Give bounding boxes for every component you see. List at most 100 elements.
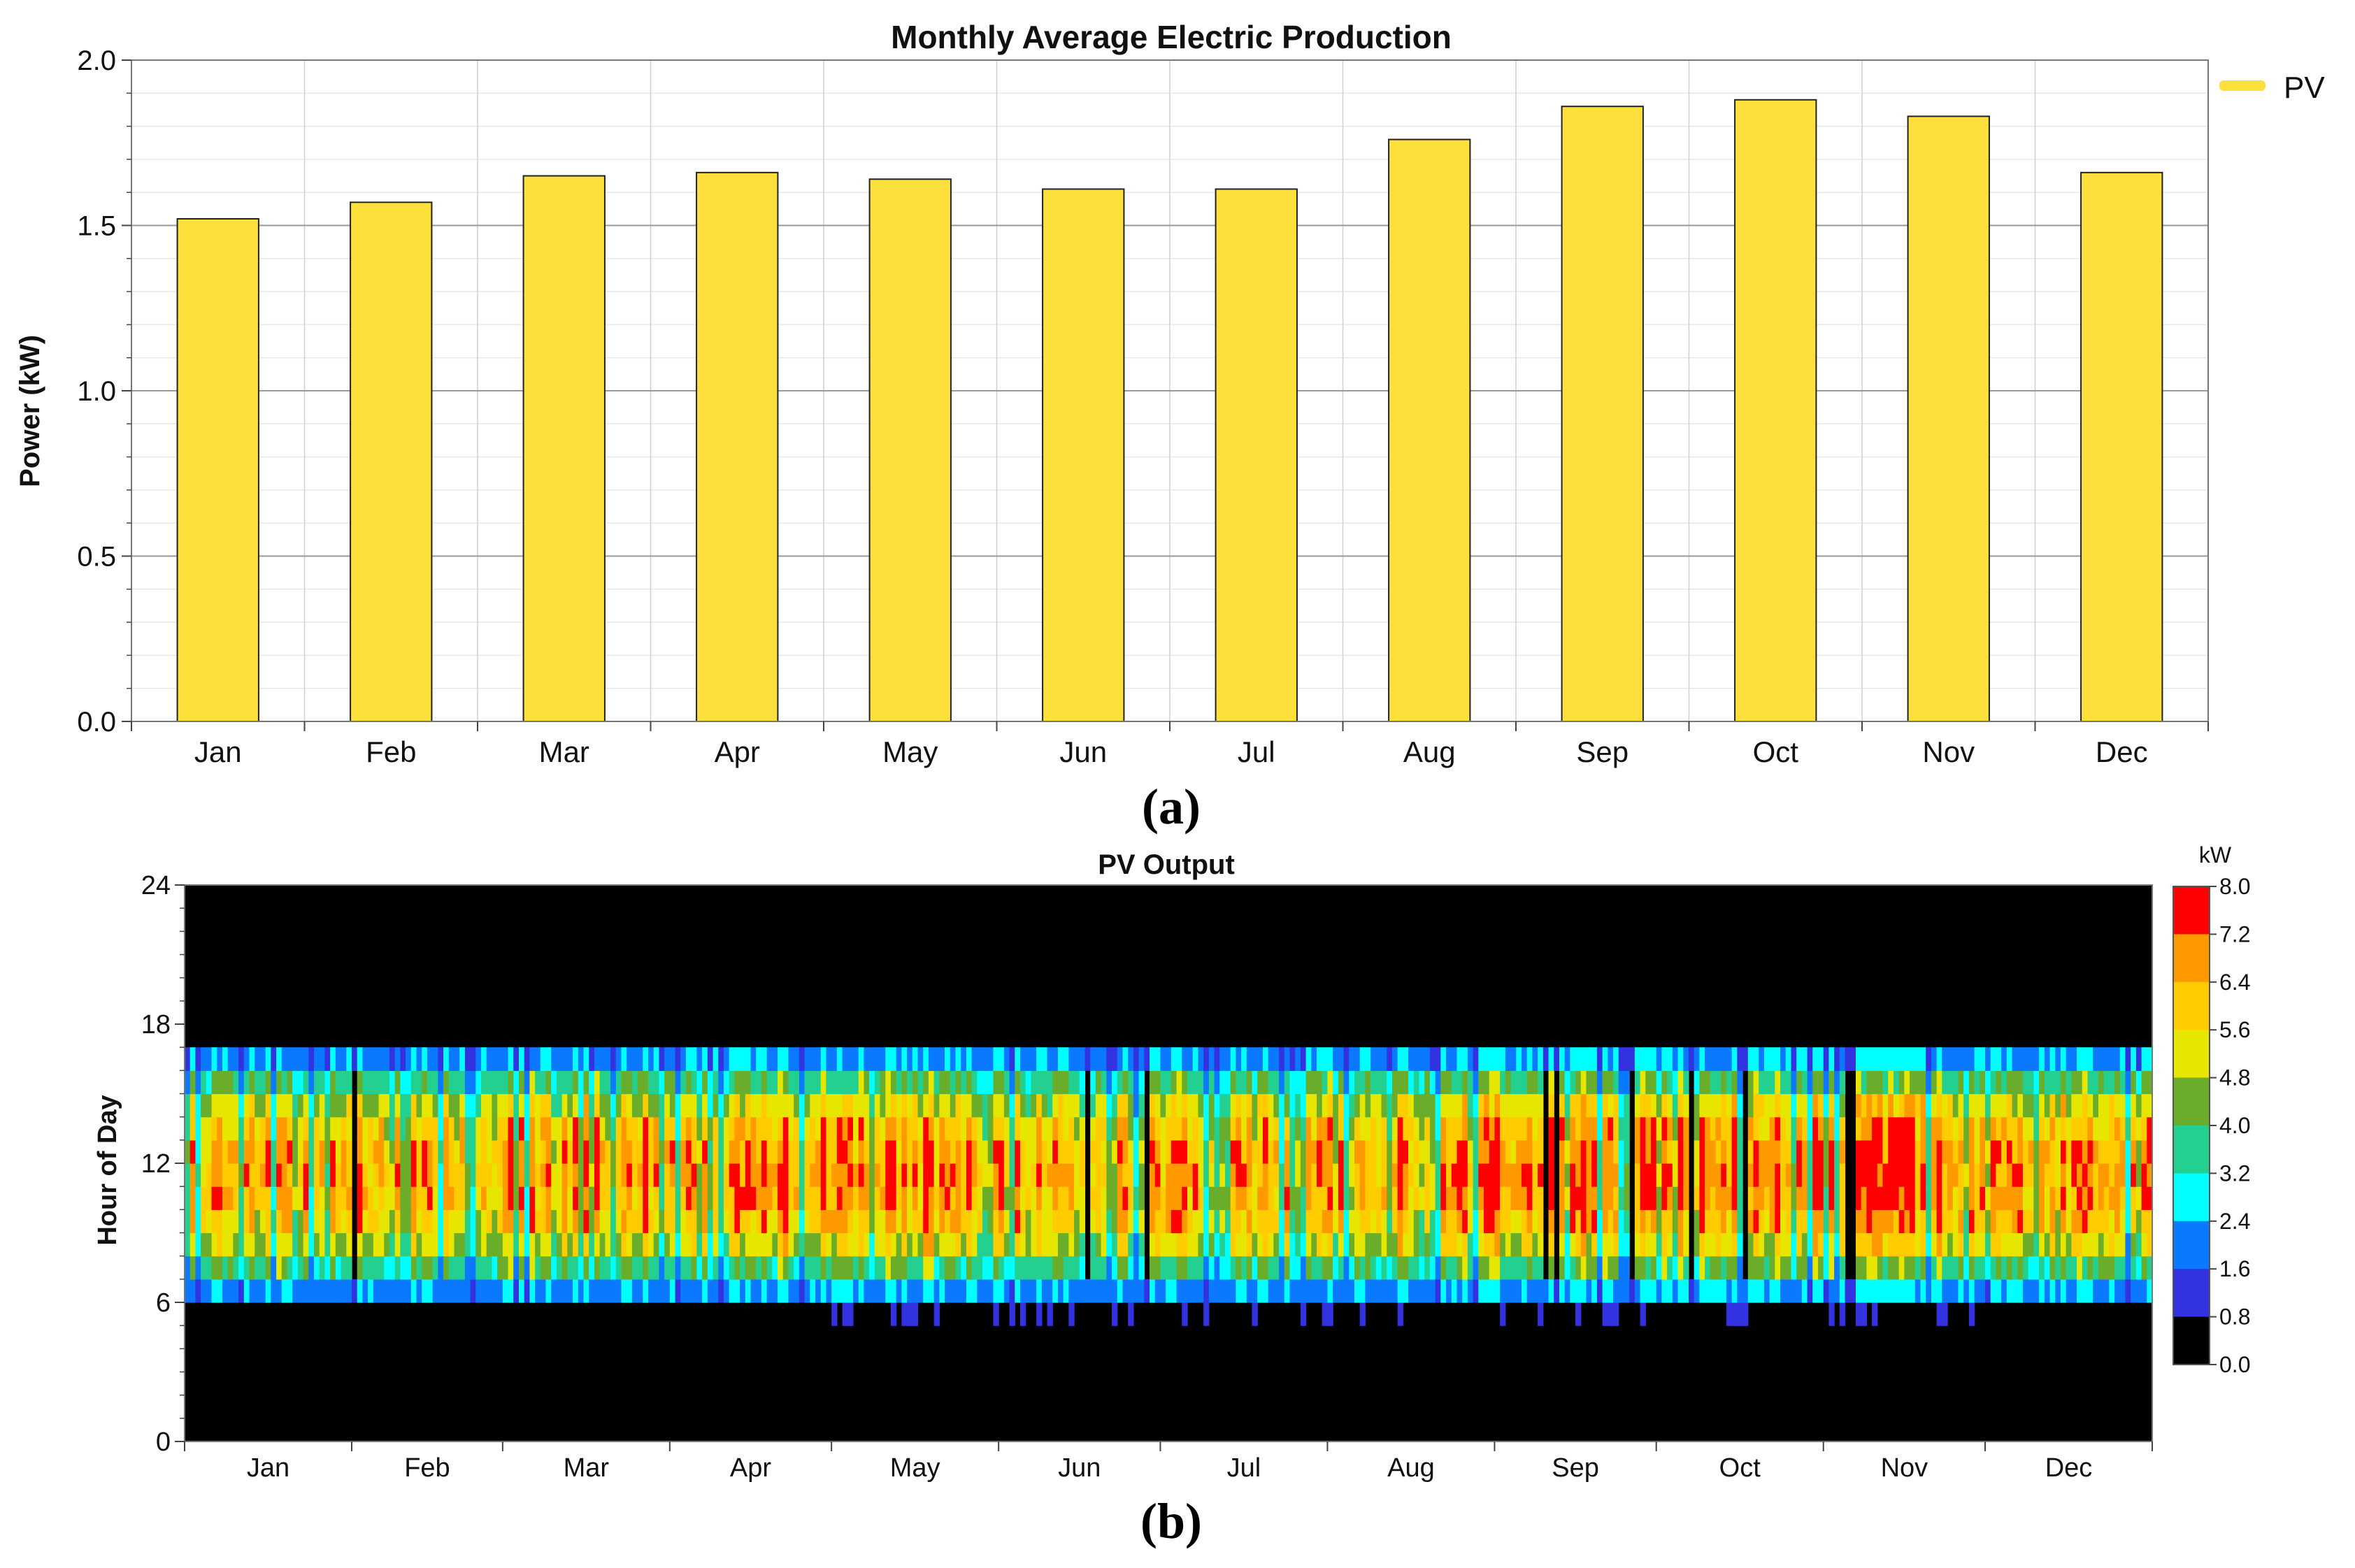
heatmap-cell	[335, 1256, 342, 1280]
heatmap-cell	[1154, 1139, 1161, 1164]
heatmap-cell	[1446, 1256, 1452, 1280]
heatmap-cell	[1861, 1047, 1867, 1071]
heatmap-cell	[464, 1209, 471, 1234]
heatmap-cell	[373, 1070, 380, 1095]
heatmap-cell	[384, 1256, 390, 1280]
heatmap-cell	[1090, 1186, 1096, 1210]
heatmap-cell	[718, 1093, 724, 1118]
heatmap-cell	[1381, 1093, 1387, 1118]
heatmap-cell	[1333, 1279, 1339, 1303]
heatmap-cell	[1791, 1163, 1797, 1187]
heatmap-cell	[508, 1047, 514, 1071]
heatmap-cell	[1370, 1279, 1377, 1303]
heatmap-cell	[756, 1116, 762, 1141]
heatmap-cell	[680, 1163, 687, 1187]
heatmap-cell	[734, 1139, 740, 1164]
heatmap-cell	[2066, 1256, 2072, 1280]
heatmap-cell	[518, 1070, 525, 1095]
heatmap-cell	[971, 1256, 978, 1280]
heatmap-cell	[1974, 1139, 1980, 1164]
heatmap-cell	[540, 1163, 547, 1187]
heatmap-cell	[373, 1256, 380, 1280]
heatmap-cell	[1801, 1186, 1808, 1210]
heatmap-cell	[2114, 1093, 2121, 1118]
heatmap-cell	[885, 1163, 892, 1187]
heatmap-cell	[1980, 1279, 1986, 1303]
heatmap-cell	[2071, 1139, 2077, 1164]
heatmap-cell	[852, 1070, 859, 1095]
heatmap-cell	[1063, 1093, 1069, 1118]
heatmap-cell	[869, 1279, 875, 1303]
heatmap-cell	[1424, 1116, 1431, 1141]
heatmap-cell	[1996, 1070, 2002, 1095]
heatmap-cell	[950, 1186, 957, 1210]
heatmap-cell	[2022, 1139, 2029, 1164]
heatmap-cell	[1079, 1163, 1086, 1187]
heatmap-cell	[492, 1256, 498, 1280]
heatmap-cell	[201, 1047, 207, 1071]
heatmap-cell	[1057, 1070, 1064, 1095]
heatmap-cell	[459, 1279, 466, 1303]
heatmap-cell	[556, 1279, 563, 1303]
heatmap-cell	[1575, 1070, 1582, 1095]
heatmap-cell	[1322, 1279, 1329, 1303]
heatmap-cell	[389, 1070, 396, 1095]
heatmap-cell	[1559, 1256, 1566, 1280]
heatmap-cell	[1019, 1070, 1026, 1095]
heatmap-cell	[1645, 1163, 1652, 1187]
heatmap-cell	[389, 1209, 396, 1234]
heatmap-cell	[842, 1232, 848, 1257]
heatmap-cell	[459, 1047, 466, 1071]
heatmap-cell	[1456, 1256, 1463, 1280]
heatmap-cell	[357, 1279, 364, 1303]
heatmap-cell	[324, 1093, 331, 1118]
heatmap-cell	[1775, 1256, 1781, 1280]
heatmap-cell	[1516, 1093, 1522, 1118]
heatmap-cell	[1003, 1047, 1010, 1071]
heatmap-cell	[1268, 1163, 1274, 1187]
heatmap-cell	[1467, 1209, 1474, 1234]
heatmap-cell	[1715, 1279, 1721, 1303]
heatmap-cell	[1198, 1209, 1204, 1234]
heatmap-cell	[1985, 1279, 1991, 1303]
heatmap-cell	[1872, 1186, 1878, 1210]
heatmap-cell	[1796, 1232, 1803, 1257]
heatmap-cell	[847, 1209, 854, 1234]
heatmap-cell	[680, 1279, 687, 1303]
heatmap-cell	[1904, 1256, 1910, 1280]
heatmap-cell	[551, 1093, 557, 1118]
heatmap-cell	[416, 1279, 422, 1303]
heatmap-cell	[271, 1047, 277, 1071]
heatmap-cell	[1381, 1279, 1387, 1303]
heatmap-cell	[1236, 1279, 1242, 1303]
heatmap-cell	[1424, 1256, 1431, 1280]
heatmap-cell	[1996, 1093, 2002, 1118]
heatmap-cell	[1839, 1139, 1846, 1164]
heatmap-cell	[1203, 1163, 1210, 1187]
heatmap-cell	[1801, 1116, 1808, 1141]
heatmap-cell	[1349, 1232, 1355, 1257]
heatmap-cell	[858, 1232, 865, 1257]
heatmap-cell	[1375, 1232, 1382, 1257]
heatmap-cell	[1656, 1232, 1663, 1257]
heatmap-cell	[259, 1093, 266, 1118]
heatmap-cell	[864, 1070, 870, 1095]
heatmap-cell	[1171, 1186, 1178, 1210]
heatmap-cell	[1036, 1232, 1043, 1257]
heatmap-cell	[292, 1093, 299, 1118]
heatmap-cell	[508, 1209, 514, 1234]
heatmap-cell	[1898, 1116, 1905, 1141]
heatmap-cell	[2039, 1093, 2045, 1118]
heatmap-cell	[1963, 1047, 1970, 1071]
heatmap-cell	[1019, 1047, 1026, 1071]
heatmap-cell	[1489, 1279, 1496, 1303]
heatmap-cell	[1456, 1047, 1463, 1071]
heatmap-cell	[1473, 1116, 1479, 1141]
heatmap-cell	[1063, 1186, 1069, 1210]
heatmap-cell	[1036, 1302, 1043, 1326]
heatmap-cell	[1936, 1302, 1942, 1326]
heatmap-cell	[2141, 1139, 2147, 1164]
heatmap-cell	[675, 1116, 681, 1141]
heatmap-cell	[772, 1232, 778, 1257]
heatmap-cell	[1931, 1186, 1938, 1210]
